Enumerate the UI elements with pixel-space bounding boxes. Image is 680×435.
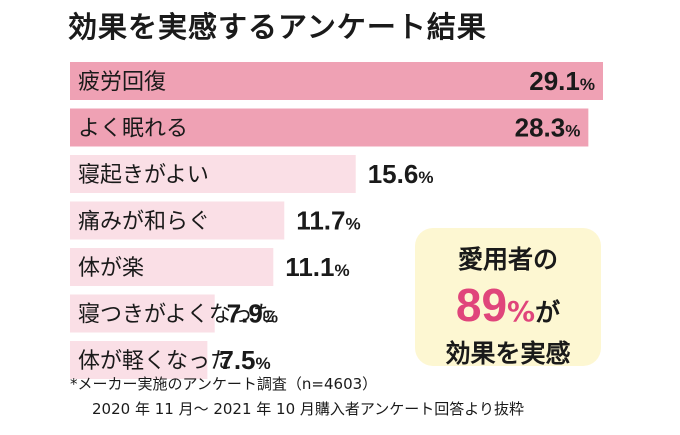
chart-title: 効果を実感するアンケート結果	[68, 10, 487, 44]
callout-line1: 愛用者の	[457, 245, 558, 274]
category-label-3: 寝起きがよい	[78, 163, 209, 188]
callout-line2: 89%が	[415, 278, 601, 332]
callout-percent: %	[507, 295, 536, 328]
category-label-4: 痛みが和らぐ	[78, 210, 210, 235]
bar-1	[70, 62, 603, 100]
footnote-survey: *メーカー実施のアンケート調査（n=4603）	[70, 375, 378, 393]
value-label-2: 28.3%	[515, 113, 581, 143]
bar-7	[70, 341, 208, 379]
value-label-4: 11.7%	[296, 206, 360, 236]
callout-number: 89	[455, 279, 508, 331]
callout-suffix: が	[535, 298, 561, 327]
footnote-period: 2020 年 11 月～ 2021 年 10 月購入者アンケート回答より抜粋	[92, 400, 524, 418]
category-label-1: 疲労回復	[78, 70, 166, 95]
category-label-6: 寝つきがよくなった	[78, 303, 275, 328]
summary-callout: 愛用者の 89%が 効果を実感	[415, 228, 601, 368]
bar-6	[70, 294, 215, 333]
value-label-1: 29.1%	[529, 66, 595, 96]
value-label-3: 15.6%	[368, 159, 434, 189]
bar-2	[70, 108, 589, 147]
bar-3	[70, 155, 356, 193]
bar-5	[70, 248, 274, 286]
category-label-2: よく眠れる	[78, 117, 188, 142]
value-label-6: 7.9%	[227, 299, 278, 329]
category-label-5: 体が楽	[78, 256, 144, 281]
value-label-7: 7.5%	[219, 345, 270, 375]
callout-line3: 効果を実感	[445, 339, 571, 368]
value-label-5: 11.1%	[285, 252, 349, 282]
category-label-7: 体が軽くなった	[78, 349, 232, 374]
bar-4	[70, 201, 285, 240]
